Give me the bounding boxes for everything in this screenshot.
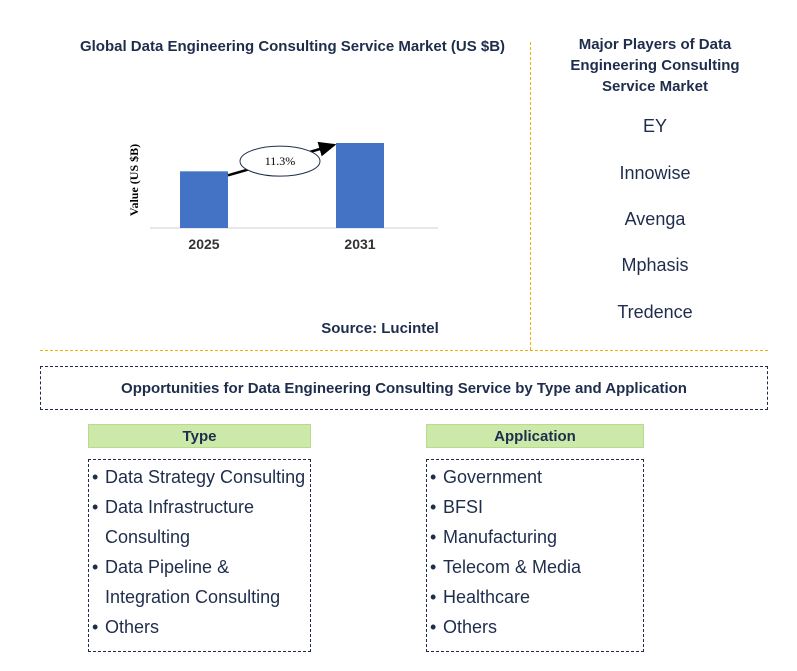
type-item: Others — [91, 612, 310, 642]
type-item: Data Strategy Consulting — [91, 462, 310, 492]
player-item: EY — [642, 116, 667, 136]
player-item: Mphasis — [621, 255, 689, 275]
horizontal-divider — [40, 350, 768, 351]
player-item: Innowise — [619, 163, 691, 183]
player-item: Avenga — [624, 209, 686, 229]
application-item: Others — [429, 612, 643, 642]
type-list: Data Strategy Consulting Data Infrastruc… — [88, 459, 311, 652]
type-header: Type — [88, 424, 311, 448]
application-header: Application — [426, 424, 644, 448]
type-item: Data Infrastructure Consulting — [91, 492, 310, 552]
players-title: Major Players of Data Engineering Consul… — [570, 36, 740, 95]
application-item: Manufacturing — [429, 522, 643, 552]
application-list: Government BFSI Manufacturing Telecom & … — [426, 459, 644, 652]
cagr-label: 11.3% — [265, 154, 296, 168]
vertical-divider — [530, 42, 531, 350]
chart-title: Global Data Engineering Consulting Servi… — [79, 38, 506, 55]
player-item: Tredence — [617, 302, 693, 322]
source-label: Source: Lucintel — [321, 320, 439, 337]
y-axis-label: Value (US $B) — [127, 144, 141, 216]
bar — [336, 143, 384, 228]
bar — [180, 171, 228, 228]
x-tick-label: 2031 — [344, 236, 375, 252]
application-item: Healthcare — [429, 582, 643, 612]
cagr-ellipse — [239, 145, 321, 177]
x-tick-label: 2025 — [188, 236, 219, 252]
opportunities-title: Opportunities for Data Engineering Consu… — [40, 366, 768, 410]
application-item: BFSI — [429, 492, 643, 522]
type-item: Data Pipeline & Integration Consulting — [91, 552, 310, 612]
bar-chart: 2025 2031 Value (US $B) 11.3% — [127, 141, 438, 252]
application-item: Telecom & Media — [429, 552, 643, 582]
application-item: Government — [429, 462, 643, 492]
